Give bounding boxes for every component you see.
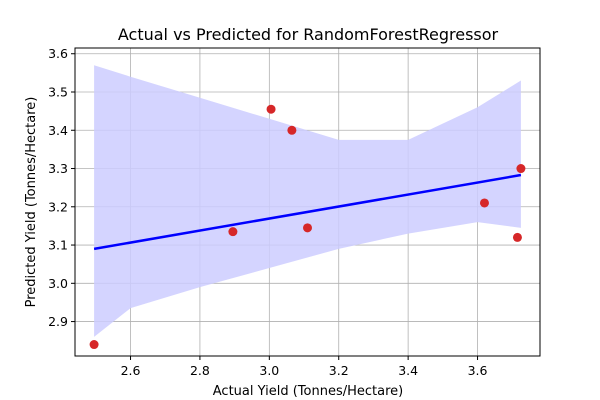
scatter-points bbox=[89, 104, 526, 350]
data-point bbox=[479, 198, 489, 208]
confidence-band bbox=[94, 65, 521, 337]
x-tick-label: 3.0 bbox=[259, 363, 279, 378]
y-axis-ticks: 2.9 3.0 3.1 3.2 3.3 3.4 3.5 3.6 bbox=[48, 46, 75, 329]
data-point bbox=[287, 125, 297, 135]
y-tick-label: 3.3 bbox=[48, 161, 68, 176]
x-tick-label: 3.2 bbox=[329, 363, 349, 378]
x-tick-label: 3.4 bbox=[398, 363, 418, 378]
y-tick-label: 2.9 bbox=[48, 314, 68, 329]
x-axis-label: Actual Yield (Tonnes/Hectare) bbox=[213, 384, 403, 399]
chart-title: Actual vs Predicted for RandomForestRegr… bbox=[118, 25, 499, 44]
data-point bbox=[303, 223, 312, 233]
data-point bbox=[89, 340, 99, 350]
y-tick-label: 3.2 bbox=[48, 199, 68, 214]
y-axis-label: Predicted Yield (Tonnes/Hectare) bbox=[24, 97, 39, 308]
x-axis-ticks: 2.6 2.8 3.0 3.2 3.4 3.6 bbox=[121, 356, 488, 378]
plot-area-frame bbox=[74, 47, 541, 357]
regression-line bbox=[93, 173, 522, 251]
data-point bbox=[266, 104, 276, 114]
x-tick-label: 3.6 bbox=[468, 363, 488, 378]
y-tick-label: 3.0 bbox=[48, 276, 68, 291]
data-point bbox=[516, 164, 526, 174]
data-point bbox=[512, 232, 522, 242]
y-tick-label: 3.4 bbox=[48, 123, 68, 138]
data-point bbox=[228, 227, 238, 237]
y-tick-label: 3.6 bbox=[48, 46, 68, 61]
x-tick-label: 2.6 bbox=[121, 363, 141, 378]
y-tick-label: 3.5 bbox=[48, 85, 68, 100]
x-tick-label: 2.8 bbox=[190, 363, 210, 378]
y-tick-label: 3.1 bbox=[48, 238, 68, 253]
